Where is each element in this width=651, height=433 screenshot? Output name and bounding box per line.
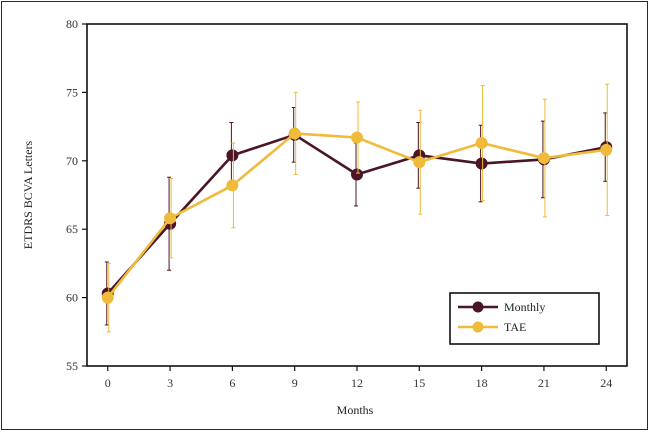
x-tick-label-18: 18 — [476, 376, 488, 390]
legend-marker-tae — [472, 321, 484, 333]
point-monthly-6 — [226, 149, 239, 162]
y-tick-label-75: 75 — [66, 85, 78, 99]
y-axis-label: ETDRS BCVA Letters — [21, 140, 35, 249]
x-tick-label-3: 3 — [167, 376, 173, 390]
line-monthly — [106, 133, 607, 295]
line-tae — [106, 132, 607, 299]
y-tick-label-65: 65 — [66, 222, 78, 236]
x-tick-label-12: 12 — [351, 376, 363, 390]
legend-box — [449, 292, 600, 345]
x-tick-label-6: 6 — [229, 376, 235, 390]
point-tae-12 — [351, 131, 363, 144]
y-tick-label-70: 70 — [66, 154, 78, 168]
x-tick-label-15: 15 — [413, 376, 425, 390]
y-tick-label-80: 80 — [66, 17, 78, 31]
point-tae-9 — [288, 127, 301, 140]
point-tae-24 — [600, 143, 613, 156]
y-tick-label-60: 60 — [66, 291, 78, 305]
point-monthly-18 — [475, 157, 488, 170]
series-tae — [101, 83, 613, 333]
plot-area — [101, 83, 613, 333]
point-tae-0 — [101, 291, 114, 304]
legend-marker-monthly — [472, 301, 484, 313]
point-tae-18 — [475, 137, 488, 150]
x-tick-label-24: 24 — [600, 376, 612, 390]
point-tae-6 — [226, 179, 239, 192]
legend-label-monthly: Monthly — [504, 300, 545, 314]
x-tick-label-0: 0 — [105, 376, 111, 390]
axes: 55 60 65 70 75 80 0 3 6 9 12 15 18 21 24 — [66, 17, 628, 390]
y-tick-label-55: 55 — [66, 359, 78, 373]
x-tick-label-21: 21 — [538, 376, 550, 390]
point-monthly-12 — [351, 168, 363, 181]
legend-label-tae: TAE — [504, 320, 526, 334]
legend: Monthly TAE — [449, 292, 600, 345]
x-axis-label: Months — [337, 403, 374, 417]
x-tick-label-9: 9 — [292, 376, 298, 390]
point-tae-3 — [164, 212, 177, 225]
point-tae-15 — [413, 156, 426, 169]
point-tae-21 — [537, 152, 550, 165]
